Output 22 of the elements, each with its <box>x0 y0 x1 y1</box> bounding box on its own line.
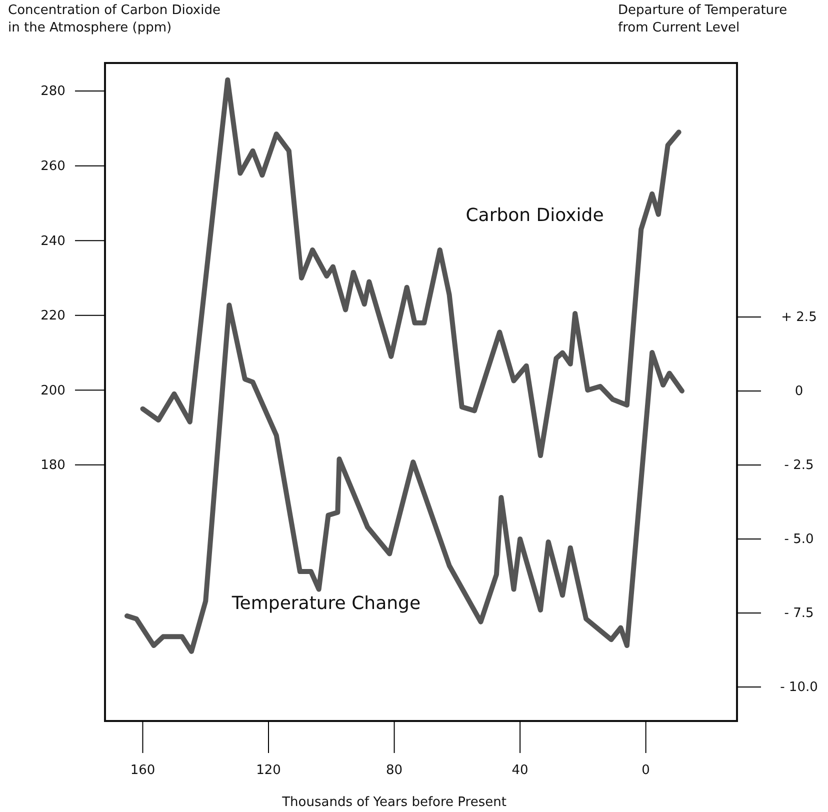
y-axis-title: Concentration of Carbon Dioxide in the Atmosphere (ppm) <box>8 3 220 36</box>
x-tick-label: 0 <box>642 763 650 778</box>
y2-tick-label: - 2.5 <box>784 458 814 474</box>
x-axis-title: Thousands of Years before Present <box>281 795 506 810</box>
y-tick-label: 220 <box>40 308 66 324</box>
y-tick-label: 260 <box>40 158 66 174</box>
y-tick-label: 180 <box>40 458 66 474</box>
y-tick-label: 280 <box>40 84 66 100</box>
x-tick-label: 160 <box>130 763 156 778</box>
x-tick-label: 80 <box>386 763 403 778</box>
y-tick-label: 240 <box>40 234 66 249</box>
y2-tick-label: + 2.5 <box>781 310 817 326</box>
series-label: Temperature Change <box>230 593 421 614</box>
y-tick-label: 200 <box>40 383 66 398</box>
series-label: Carbon Dioxide <box>466 204 604 226</box>
y2-tick-label: - 5.0 <box>784 532 814 548</box>
y2-tick-label: 0 <box>794 384 804 400</box>
x-tick-label: 120 <box>256 763 281 778</box>
y2-tick-label: - 10.0 <box>780 680 818 696</box>
y2-tick-label: - 7.5 <box>784 606 814 622</box>
y2-axis-title: Departure of Temperature from Current Level <box>618 3 788 36</box>
x-tick-label: 40 <box>512 763 528 778</box>
